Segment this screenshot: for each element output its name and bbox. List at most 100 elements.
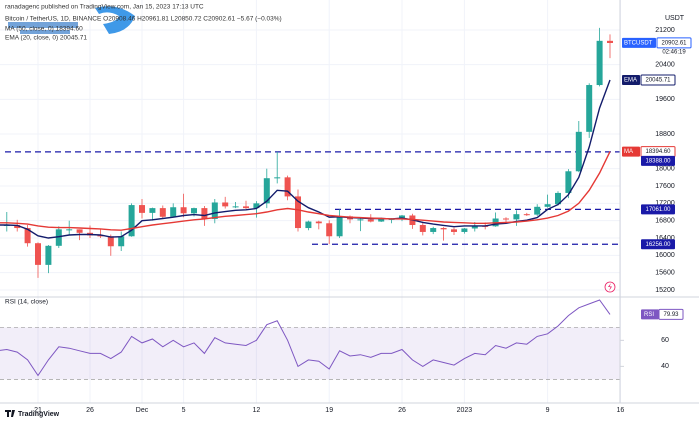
x-tick-label: 26 [398,407,406,414]
legend-symbol: Bitcoin / TetherUS, 1D, BINANCE O20908.4… [5,16,282,23]
x-tick-label: 26 [86,407,94,414]
y-tick-label: 16800 [655,218,675,225]
y-tick-label: 15200 [655,287,675,294]
label-value-box [656,37,692,49]
indicator-line [0,151,611,231]
logo-text-shape [8,22,78,34]
rsi-name-box [641,309,659,320]
logo-shape [95,6,135,34]
candle-body [170,207,177,217]
y-tick-label: 19600 [655,96,675,103]
candle-body [149,208,156,213]
candle-body [523,214,530,216]
candle-body [24,228,31,244]
y-tick-label: 17200 [655,200,675,207]
rsi-band-fill [0,327,620,380]
candle-body [513,214,520,220]
legend-ma: MA (50, close, 0) 18394.60 [5,26,83,33]
level-label: 18388.00 [645,158,671,164]
label-name: BTCUSDT [624,40,653,46]
x-tick-label: 12 [253,407,261,414]
candle-body [430,228,437,232]
candle-body [97,235,104,237]
plot-layer: BTCUSDT 20902.61 02:46:19 EMA 20045.71 MA 1839… [0,27,692,377]
candle-body [76,229,83,233]
candle-body [399,215,405,219]
candle-body [139,205,145,213]
x-tick-label: Dec [136,407,149,414]
label-name: EMA [624,78,637,84]
x-tick-label: 5 [182,407,186,414]
label-name-box [622,75,640,86]
x-tick-label: 19 [325,407,333,414]
indicator-line [0,299,611,377]
label-name-box [622,37,656,48]
candle-body [118,236,125,247]
legend-ema: EMA (20, close, 0) 20045.71 [5,35,87,42]
rsi-value-box [658,308,684,320]
label-name-box [622,146,640,157]
candle-body [295,196,301,229]
candle-body [440,228,447,230]
candle-body [461,228,468,232]
level-label: 17061.00 [645,207,671,213]
candle-body [305,221,312,229]
level-label-box [641,155,675,166]
candle-body [128,205,135,237]
candle-body [284,177,291,197]
rsi-tick-label: 40 [661,363,669,370]
candle-body [253,203,260,209]
rsi-tick-label: 60 [661,337,669,344]
footer-brand: TradingView [18,411,60,418]
candle-body [451,229,457,232]
x-tick-label: 21 [34,407,42,414]
candle-body [367,219,374,222]
candle-body [315,221,322,224]
candle-body [263,178,270,204]
candle-body [357,219,364,221]
candle-body [607,40,613,43]
y-tick-label: 20400 [655,62,675,69]
alert-bolt [608,283,612,291]
x-tick-label: 2023 [457,407,473,414]
candle-body [211,202,218,219]
publisher: ranadagenc published on TradingView.com,… [5,4,204,11]
candle-body [326,223,333,237]
y-tick-label: 21200 [655,27,675,34]
candle-body [45,245,52,265]
candle-body [565,171,572,193]
candle-body [232,206,239,208]
candle-body [180,207,187,214]
label-value: 18394.60 [645,149,671,155]
y-tick-label: 16400 [655,235,675,242]
footer-logo: TradingView [5,410,60,418]
label-value-box [640,74,676,86]
candle-body [66,229,73,231]
level-label: 16256.00 [645,242,671,248]
y-tick-label: 17600 [655,183,675,190]
background-layer: 15200 15600 16000 16400 16800 17200 17600 18000… [0,0,675,414]
candle-body [534,206,541,215]
countdown: 02:46:19 [662,49,686,55]
rsi-name: RSI [644,312,654,318]
candle-body [471,225,478,229]
candle-body [55,229,62,246]
x-tick-label: 9 [546,407,550,414]
label-name: MA [624,149,633,155]
candle-body [575,131,582,172]
candle-body [555,192,561,205]
candle-body [159,208,166,217]
alert-icon[interactable] [604,281,616,293]
candle-body [544,204,551,207]
y-tick-label: 15600 [655,270,675,277]
candle-body [274,177,281,179]
label-value: 20902.61 [661,40,687,46]
level-label-box [641,239,675,250]
candle-body [191,208,197,214]
currency: USDT [665,15,685,22]
candle-body [378,218,385,222]
candle-body [503,218,509,220]
y-tick-label: 16000 [655,252,675,259]
